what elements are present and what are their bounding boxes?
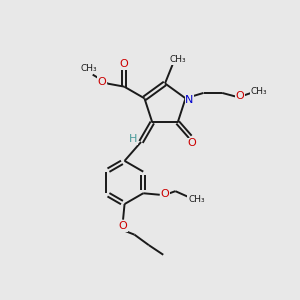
Text: O: O [97,77,106,87]
Text: O: O [119,58,128,68]
Text: CH₃: CH₃ [250,87,267,96]
Text: CH₃: CH₃ [188,195,205,204]
Text: N: N [185,95,194,105]
Text: O: O [119,221,128,231]
Text: H: H [128,134,137,144]
Text: CH₃: CH₃ [81,64,98,73]
Text: O: O [160,189,169,199]
Text: O: O [188,139,196,148]
Text: O: O [236,91,244,101]
Text: CH₃: CH₃ [169,55,186,64]
